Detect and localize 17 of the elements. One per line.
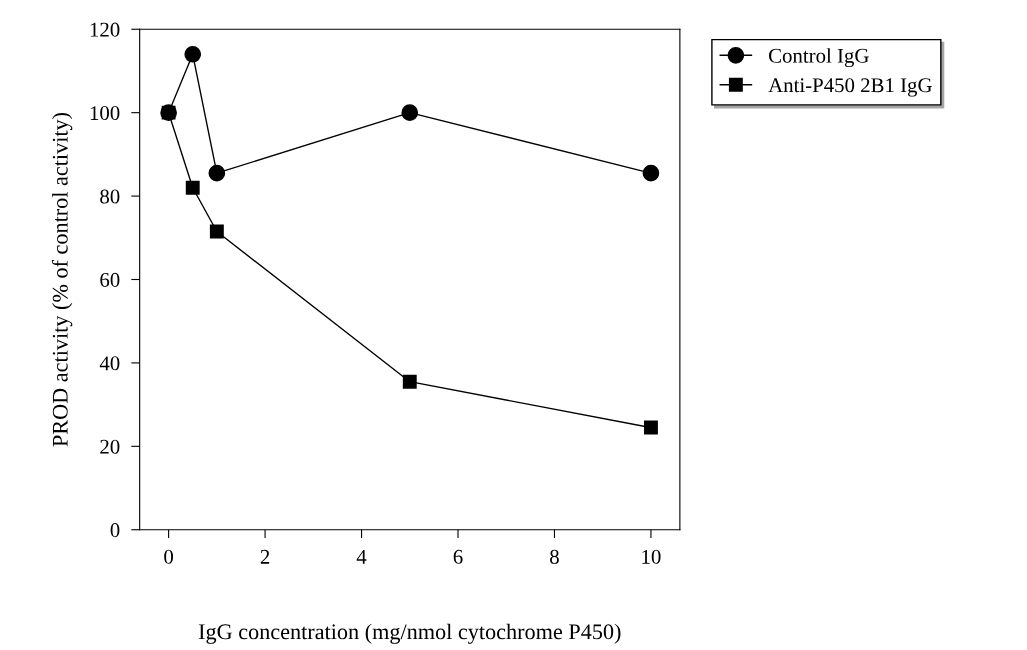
- x-tick-label: 10: [642, 549, 661, 564]
- x-tick-label: 0: [164, 549, 174, 564]
- legend-label: Anti-P450 2B1 IgG: [768, 78, 932, 97]
- y-tick-label: 100: [90, 106, 120, 121]
- legend-label: Control IgG: [769, 48, 869, 68]
- y-tick-label: 120: [90, 22, 120, 37]
- y-tick-label: 20: [100, 439, 120, 454]
- y-tick-label: 80: [100, 189, 120, 204]
- x-tick-label: 6: [453, 549, 463, 564]
- x-axis-title: IgG concentration (mg/nmol cytochrome P450): [198, 623, 621, 644]
- y-tick-label: 60: [100, 272, 120, 287]
- x-tick-label: 2: [260, 549, 270, 564]
- x-tick-label: 8: [550, 549, 559, 564]
- y-tick-label: 40: [99, 356, 120, 371]
- y-axis-title: PROD activity (% of control activity): [51, 112, 73, 447]
- x-tick-label: 4: [356, 549, 367, 564]
- y-tick-label: 0: [110, 523, 120, 538]
